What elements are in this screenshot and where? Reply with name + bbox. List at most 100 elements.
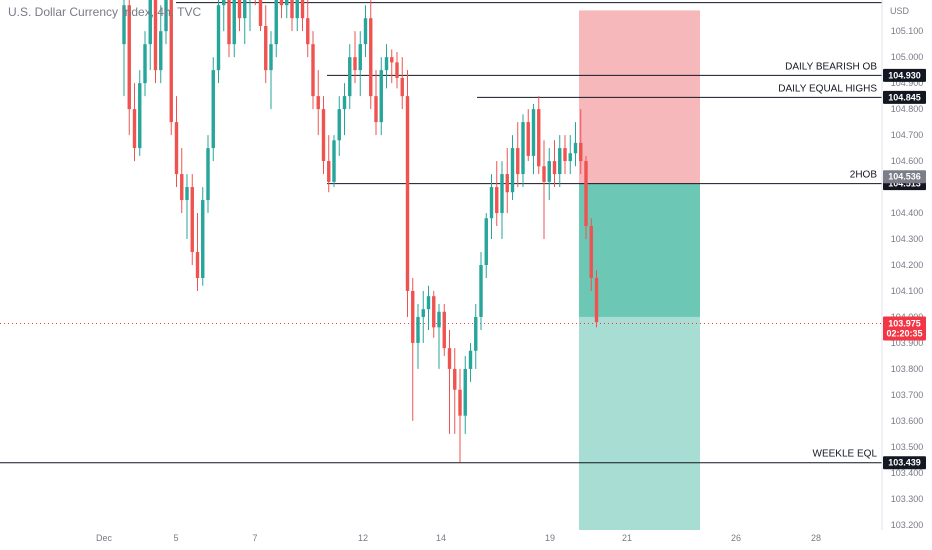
time-tick: 21	[622, 533, 632, 543]
price-tick: 104.700	[891, 130, 924, 140]
level-price-tag: 104.930	[888, 70, 921, 80]
candle-body	[579, 143, 582, 161]
price-tick: 103.600	[891, 416, 924, 426]
candle-body	[180, 174, 183, 200]
candle-body	[322, 109, 325, 161]
level-label: DAILY BEARISH OB	[785, 61, 877, 72]
candle-body	[584, 161, 587, 226]
time-tick: 5	[173, 533, 178, 543]
candle-body	[542, 166, 545, 182]
currency-label: USD	[890, 6, 910, 16]
candle-body	[516, 148, 519, 174]
time-tick: 26	[731, 533, 741, 543]
candle-body	[464, 369, 467, 416]
candle-body	[238, 0, 241, 18]
candle-body	[448, 348, 451, 369]
candle-body	[427, 296, 430, 309]
candle-body	[506, 174, 509, 192]
candle-body	[521, 122, 524, 174]
candle-body	[212, 70, 215, 148]
price-tick: 103.500	[891, 442, 924, 452]
candle-body	[385, 57, 388, 70]
candle-body	[264, 26, 267, 70]
candle-body	[569, 153, 572, 161]
candle-body	[138, 83, 141, 148]
candle-body	[222, 0, 225, 5]
level-label: WEEKLE EQL	[813, 449, 878, 460]
candle-body	[380, 70, 383, 122]
candle-body	[374, 96, 377, 122]
candle-body	[469, 351, 472, 369]
candle-body	[511, 148, 514, 192]
time-tick: 7	[252, 533, 257, 543]
candle-body	[259, 0, 262, 26]
candle-body	[306, 18, 309, 44]
candle-body	[401, 78, 404, 96]
candle-body	[191, 187, 194, 252]
price-tick: 104.200	[891, 260, 924, 270]
candle-body	[290, 0, 293, 18]
time-tick: 28	[811, 533, 821, 543]
candle-body	[416, 317, 419, 343]
candle-body	[479, 265, 482, 317]
candle-body	[574, 143, 577, 153]
candle-body	[159, 31, 162, 70]
candle-body	[343, 96, 346, 109]
candle-body	[269, 44, 272, 70]
candle-body	[553, 161, 556, 174]
candle-body	[317, 96, 320, 109]
candle-body	[390, 57, 393, 62]
time-tick: 19	[545, 533, 555, 543]
level-lines: DAILY BEARISH OB DAILY EQUAL HIGHS 2HOB WEE…	[0, 3, 882, 463]
candle-body	[595, 278, 598, 322]
candle-body	[453, 369, 456, 390]
candle-body	[243, 0, 246, 18]
candle-body	[537, 109, 540, 166]
candle-body	[364, 18, 367, 44]
candle-body	[275, 0, 278, 44]
price-tick: 105.100	[891, 26, 924, 36]
candle-body	[285, 0, 288, 5]
candle-body	[206, 148, 209, 200]
candle-body	[458, 390, 461, 416]
price-tick: 104.100	[891, 286, 924, 296]
candle-body	[432, 296, 435, 327]
candle-body	[185, 187, 188, 200]
time-axis: Dec 5 7 12 14 19 21 26 28	[96, 533, 821, 543]
candle-body	[348, 57, 351, 96]
candle-body	[369, 18, 372, 96]
candle-body	[485, 218, 488, 265]
candle-body	[175, 122, 178, 174]
candle-body	[359, 44, 362, 70]
chart-title: U.S. Dollar Currency Index, 4h, TVC	[8, 5, 202, 19]
level-price-tag: 104.845	[888, 92, 921, 102]
candle-body	[233, 0, 236, 44]
candle-body	[563, 148, 566, 161]
price-tick: 104.800	[891, 104, 924, 114]
position-zones	[579, 10, 700, 530]
candle-body	[201, 200, 204, 278]
price-tick: 104.400	[891, 208, 924, 218]
candle-body	[280, 0, 283, 5]
candle-body	[395, 62, 398, 78]
price-tick: 104.600	[891, 156, 924, 166]
candle-body	[548, 161, 551, 182]
candle-body	[443, 312, 446, 348]
candle-body	[133, 109, 136, 148]
candle-body	[411, 291, 414, 343]
candle-body	[227, 0, 230, 44]
entry-price-tag: 104.536	[888, 172, 921, 182]
candle-body	[590, 226, 593, 278]
price-tick: 103.200	[891, 520, 924, 530]
level-price-tag: 103.439	[888, 458, 921, 468]
price-tick: 103.800	[891, 364, 924, 374]
candle-body	[495, 187, 498, 213]
price-tick: 103.700	[891, 390, 924, 400]
candle-body	[437, 312, 440, 328]
candle-body	[474, 317, 477, 351]
candles	[122, 0, 598, 462]
time-tick: 14	[436, 533, 446, 543]
candle-body	[422, 309, 425, 317]
candle-body	[406, 96, 409, 291]
